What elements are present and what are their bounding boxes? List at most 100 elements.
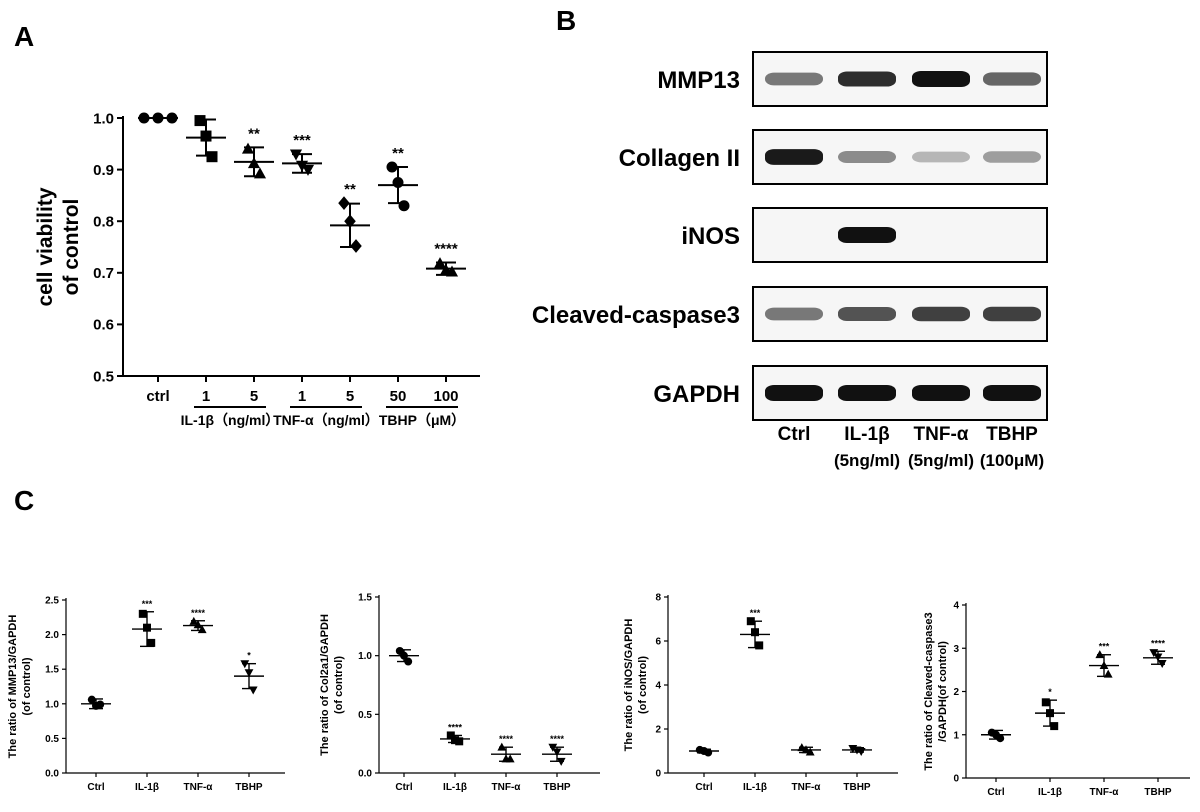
lane-sublabel: (100μM) [980,451,1044,470]
data-point [241,142,255,154]
y-axis-label: cell viability [34,187,57,306]
protein-band [983,306,1041,322]
protein-band [912,151,970,163]
y-tick-label: 0.6 [93,317,114,334]
y-tick-label: 2.5 [45,596,59,607]
blot-row [752,365,1048,421]
group-label: TBHP（μM） [379,412,465,428]
y-axis-label: The ratio of MMP13/GAPDH [7,615,19,759]
data-point [1041,698,1050,707]
protein-band [912,71,970,87]
data-point [404,657,413,666]
protein-label: MMP13 [657,67,740,94]
data-point [1099,660,1109,669]
data-point [247,157,261,169]
y-tick-label: 0.5 [358,710,372,721]
data-point [1157,659,1167,668]
protein-band [838,71,896,87]
protein-band [838,150,896,164]
chart-c1-mmp13-ratio: 0.0 0.5 1.0 1.5 2.0 2.5 The ratio of MMP13/GAP… [7,596,285,793]
data-point [704,748,713,757]
data-point [386,161,398,173]
data-point [138,609,147,618]
protein-band [765,72,823,86]
x-category-label: Ctrl [987,787,1004,798]
y-tick-label: 2 [953,687,959,698]
data-point [1050,722,1059,731]
group-label: IL-1β（ng/ml） [181,412,280,428]
y-tick-label: 2.0 [45,630,59,641]
protein-band [765,307,823,321]
protein-band [838,385,896,401]
data-point [244,669,254,678]
data-point [996,734,1005,743]
data-point [856,748,866,757]
data-point [152,112,164,124]
data-point [751,628,759,637]
group-label: TNF-α（ng/ml） [273,412,379,428]
blot-row [752,129,1048,185]
data-point [497,742,507,751]
data-point [189,616,199,625]
significance-label: **** [1151,638,1166,648]
x-category-label: TNF-α [1090,787,1120,798]
data-point [253,167,267,179]
chart-a-cell-viability: 0.5 0.6 0.7 0.8 0.9 1.0 cell viability of contr… [34,110,480,428]
data-point [400,651,408,660]
significance-label: * [1048,687,1052,697]
blot-frame [752,207,1048,263]
data-point [433,257,447,269]
data-point [398,200,410,212]
y-tick-label: 1.0 [93,110,114,127]
significance-label: *** [293,132,311,149]
protein-band [838,307,896,321]
x-category-label: 50 [390,388,407,405]
y-tick-label: 0 [953,774,959,785]
data-point [556,757,566,766]
significance-label: **** [550,734,565,744]
chart-c3-inos-ratio: 0 2 4 6 8 The ratio of iNOS/GAPDH (of control)… [623,593,898,793]
protein-label: GAPDH [653,381,740,408]
significance-label: *** [142,599,153,609]
y-tick-label: 0 [655,769,661,780]
data-point [289,149,303,161]
y-axis-label: (of control) [21,657,33,715]
x-category-label: 5 [250,388,258,405]
data-point [505,754,515,763]
x-category-label: IL-1β [743,782,767,793]
y-tick-label: 3 [953,644,959,655]
x-category-label: TNF-α [792,782,822,793]
data-point [87,695,96,704]
x-category-label: 100 [433,388,458,405]
y-tick-label: 1.5 [45,665,59,676]
y-tick-label: 1.0 [45,699,59,710]
data-point [147,638,156,647]
lane-sublabel: (5ng/ml) [908,451,974,470]
data-point [552,748,562,757]
significance-label: *** [750,608,761,618]
protein-band [983,385,1041,401]
data-point [746,617,755,626]
y-tick-label: 0.0 [358,769,372,780]
lane-label: IL-1β [844,424,889,445]
data-point [301,164,315,176]
data-point [1095,650,1105,659]
x-category-label: TBHP [1144,787,1172,798]
data-point [338,196,350,211]
data-point [206,151,218,163]
x-category-label: TNF-α [184,782,214,793]
y-axis-label: The ratio of Cleaved-caspase3 [923,612,935,770]
data-point [451,736,459,745]
protein-label: iNOS [681,223,740,250]
y-axis-label: of control [60,199,83,296]
data-point [344,214,356,229]
significance-label: ** [344,181,356,198]
data-point [455,737,464,746]
protein-band [912,306,970,322]
data-point [143,623,151,632]
data-point [392,177,404,188]
lane-label: TNF-α [914,424,969,445]
x-category-label: 1 [202,388,210,405]
panel-letter-a: A [14,21,34,52]
y-tick-label: 6 [655,637,661,648]
